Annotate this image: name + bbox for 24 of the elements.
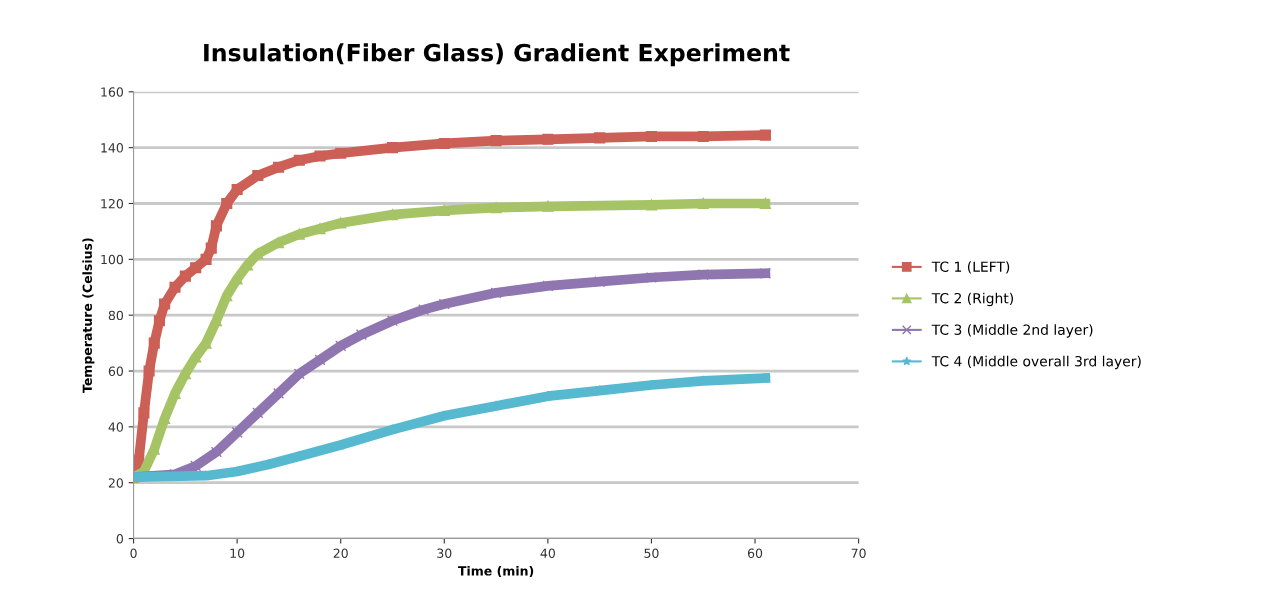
y-tick-label: 140	[101, 143, 124, 153]
chart-title: Insulation(Fiber Glass) Gradient Experiment	[204, 43, 790, 67]
x-tick-label: 30	[437, 548, 452, 558]
x-tick-label: 40	[540, 548, 555, 558]
y-tick-label: 160	[101, 87, 124, 97]
legend-label: TC 1 (LEFT)	[931, 261, 1010, 274]
y-tick-label: 60	[108, 366, 124, 376]
x-tick-label: 60	[747, 548, 763, 558]
y-tick-label: 0	[116, 534, 124, 544]
x-axis-title: Time (min)	[457, 565, 534, 578]
y-tick-label: 20	[108, 478, 124, 488]
y-tick-label: 100	[101, 254, 124, 265]
y-tick-label: 120	[101, 198, 124, 209]
legend-label: TC 4 (Middle overall 3rd layer)	[931, 355, 1141, 370]
y-axis-title: Temperature (Celsius)	[82, 238, 95, 393]
y-tick-label: 40	[108, 422, 124, 432]
x-tick-label: 50	[644, 548, 659, 558]
legend-label: TC 3 (Middle 2nd layer)	[931, 324, 1093, 338]
x-tick-label: 10	[230, 548, 245, 558]
legend-label: TC 2 (Right)	[931, 292, 1013, 307]
y-tick-label: 80	[108, 310, 124, 321]
x-tick-label: 70	[851, 548, 866, 558]
x-tick-label: 0	[130, 548, 137, 558]
x-tick-label: 20	[333, 548, 348, 558]
